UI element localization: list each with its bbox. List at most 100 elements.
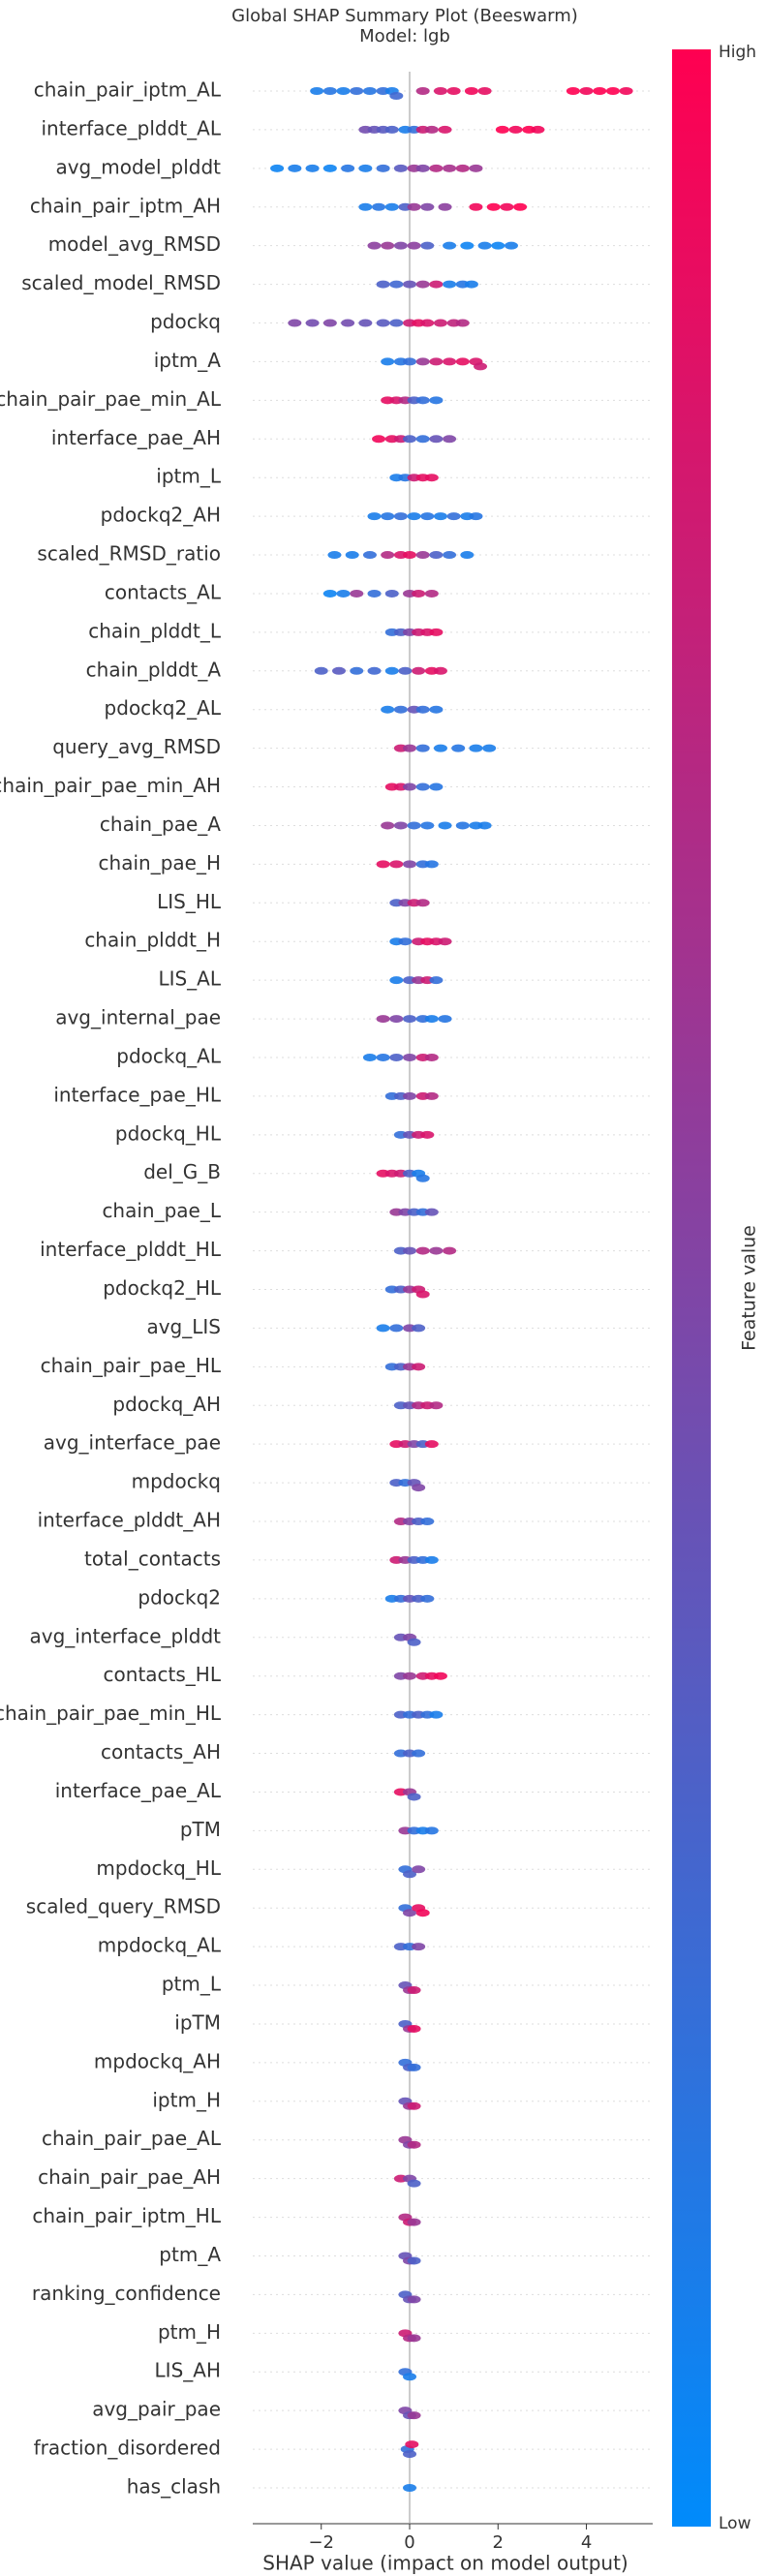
shap-point: [314, 666, 328, 675]
category-label: avg_model_plddt: [55, 155, 221, 178]
shap-point: [398, 937, 413, 946]
category-label: chain_pair_iptm_HL: [32, 2204, 222, 2227]
shap-point: [381, 357, 395, 366]
category-label: pdockq2_HL: [103, 1276, 222, 1300]
category-label: fraction_disordered: [34, 2437, 221, 2460]
category-label: mpdockq: [132, 1470, 221, 1493]
x-tick-label: 0: [404, 2532, 414, 2553]
shap-point: [412, 1865, 426, 1874]
shap-point: [407, 1986, 421, 1995]
shap-point: [336, 87, 351, 95]
shap-point: [381, 705, 395, 714]
shap-point: [310, 87, 324, 95]
shap-point: [469, 164, 483, 172]
shap-point: [420, 241, 435, 250]
shap-point: [443, 357, 457, 366]
shap-point: [424, 1091, 439, 1100]
shap-point: [407, 821, 421, 830]
colorbar-high: High: [719, 43, 756, 62]
shap-point: [403, 1015, 417, 1024]
x-tick-label: 2: [493, 2532, 504, 2553]
shap-point: [429, 357, 444, 366]
shap-point: [424, 1053, 439, 1061]
shap-point: [389, 860, 404, 869]
shap-point: [393, 512, 408, 521]
shap-point: [403, 744, 417, 752]
shap-point: [429, 164, 444, 172]
category-label: chain_pair_pae_AL: [42, 2127, 222, 2150]
shap-point: [566, 87, 580, 95]
shap-point: [460, 241, 475, 250]
shap-point: [424, 1555, 439, 1564]
shap-point: [393, 821, 408, 830]
shap-point: [403, 357, 417, 366]
shap-point: [593, 87, 607, 95]
shap-point: [403, 435, 417, 444]
shap-point: [443, 280, 457, 289]
shap-point: [469, 202, 483, 211]
category-label: iptm_A: [154, 349, 222, 372]
category-label: chain_pae_H: [99, 851, 221, 874]
shap-point: [455, 319, 470, 327]
shap-point: [438, 1015, 452, 1024]
category-label: pdockq2_AH: [101, 504, 221, 527]
shap-point: [424, 125, 439, 134]
shap-point: [438, 202, 452, 211]
category-label: iptm_L: [156, 465, 222, 488]
chart-subtitle: Model: lgb: [359, 26, 450, 46]
category-label: pdockq2_AL: [105, 696, 222, 720]
category-label: pdockq2: [138, 1585, 221, 1609]
shap-point: [415, 280, 430, 289]
shap-point: [420, 512, 435, 521]
x-tick-label: 4: [581, 2532, 592, 2553]
shap-point: [420, 202, 435, 211]
shap-point: [429, 1710, 444, 1719]
category-label: interface_pae_HL: [53, 1083, 221, 1106]
shap-point: [405, 2440, 419, 2449]
shap-point: [305, 164, 320, 172]
shap-point: [407, 2334, 421, 2343]
shap-point: [420, 1518, 435, 1526]
category-label: scaled_query_RMSD: [26, 1895, 221, 1918]
shap-point: [438, 125, 452, 134]
shap-point: [429, 705, 444, 714]
shap-point: [407, 1638, 421, 1646]
category-label: avg_LIS: [146, 1315, 221, 1338]
category-label: chain_pair_iptm_AH: [30, 194, 221, 217]
shap-point: [415, 357, 430, 366]
shap-point: [424, 1440, 439, 1449]
category-label: pdockq_AH: [112, 1393, 221, 1416]
shap-point: [407, 2411, 421, 2420]
shap-point: [482, 744, 497, 752]
shap-point: [415, 164, 430, 172]
category-label: chain_plddt_A: [86, 658, 222, 681]
shap-point: [415, 744, 430, 752]
category-label: interface_pae_AH: [51, 426, 221, 449]
category-label: del_G_B: [143, 1160, 221, 1183]
shap-point: [415, 705, 430, 714]
shap-point: [322, 87, 337, 95]
shap-point: [443, 435, 457, 444]
shap-point: [407, 2218, 421, 2226]
shap-point: [403, 551, 417, 560]
shap-point: [403, 1053, 417, 1061]
shap-point: [443, 164, 457, 172]
shap-point: [407, 2140, 421, 2149]
category-label: chain_pae_A: [100, 813, 221, 836]
shap-point: [407, 241, 421, 250]
category-label: scaled_RMSD_ratio: [37, 542, 221, 566]
shap-point: [403, 2450, 417, 2459]
shap-point: [350, 87, 364, 95]
category-label: LIS_HL: [157, 890, 222, 913]
shap-point: [500, 202, 514, 211]
shap-point: [446, 87, 461, 95]
shap-point: [389, 319, 404, 327]
shap-point: [384, 589, 399, 598]
category-label: chain_pair_pae_AH: [38, 2165, 221, 2189]
shap-point: [393, 241, 408, 250]
shap-point: [429, 435, 444, 444]
category-label: ptm_H: [158, 2320, 221, 2344]
category-label: ranking_confidence: [32, 2282, 221, 2305]
shap-point: [429, 782, 444, 791]
category-label: avg_pair_pae: [92, 2398, 221, 2421]
